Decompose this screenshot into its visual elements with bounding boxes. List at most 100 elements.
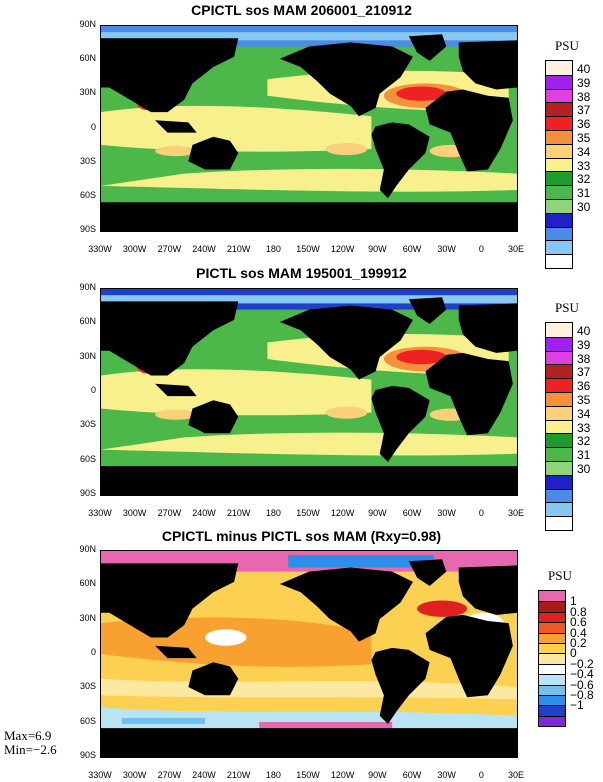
colorbar-swatch <box>546 474 572 489</box>
lon-tick-label: 330W <box>88 770 112 780</box>
colorbar-swatch <box>539 674 565 685</box>
colorbar-label: 32 <box>577 434 591 449</box>
colorbar-label: 33 <box>577 420 591 435</box>
colorbar-label: 37 <box>577 103 591 118</box>
colorbar-swatch <box>539 601 565 612</box>
lat-tick-label: 30S <box>79 419 96 430</box>
lon-tick-label: 150W <box>296 508 320 518</box>
min-value: Min=−2.6 <box>4 742 57 757</box>
lon-tick-label: 240W <box>192 508 216 518</box>
colorbar-swatch <box>539 695 565 706</box>
legend-title: PSU <box>548 568 572 583</box>
colorbar-swatch <box>539 643 565 654</box>
colorbar-swatch <box>539 705 565 716</box>
colorbar-swatch <box>546 254 572 268</box>
lon-tick-label: 300W <box>122 508 147 518</box>
colorbar-label: 0 <box>570 646 577 661</box>
colorbar-swatch <box>546 336 572 351</box>
lon-tick-label: 150W <box>296 770 320 780</box>
colorbar-label: 34 <box>577 406 591 421</box>
lat-tick-label: 0 <box>90 121 96 132</box>
colorbar-label: 31 <box>577 186 591 201</box>
lon-tick-label: 30W <box>437 770 456 780</box>
colorbar-swatch <box>546 157 572 172</box>
colorbar-label: −1 <box>570 698 584 713</box>
colorbar <box>545 60 573 269</box>
lon-tick-label: 90W <box>368 508 387 518</box>
lon-tick-label: 330W <box>88 244 112 254</box>
colorbar-label: −0.6 <box>570 677 594 692</box>
lat-tick-label: 90N <box>79 282 96 292</box>
lon-tick-label: 240W <box>192 770 216 780</box>
lat-tick-label: 60S <box>79 189 96 200</box>
lon-tick-label: 300W <box>122 770 147 780</box>
colorbar-label: 0.8 <box>570 604 587 619</box>
lon-tick-label: 60W <box>402 244 422 254</box>
lon-tick-label: 90W <box>368 244 387 254</box>
colorbar-label: −0.8 <box>570 688 594 702</box>
colorbar-swatch <box>546 226 572 241</box>
max-value: Max=6.9 <box>4 728 52 743</box>
colorbar-swatch <box>546 116 572 130</box>
lat-tick-label: 60N <box>79 316 96 327</box>
colorbar-label: 38 <box>577 89 591 104</box>
colorbar-swatch <box>546 364 572 379</box>
lat-tick-label: 90S <box>79 750 96 760</box>
lat-tick-label: 30S <box>79 681 96 692</box>
colorbar-label: 33 <box>577 158 591 173</box>
colorbar-swatch <box>546 350 572 365</box>
lat-tick-label: 30N <box>79 612 96 623</box>
colorbar-swatch <box>539 684 565 695</box>
colorbar-label: 1 <box>570 594 577 609</box>
salinity-map <box>100 25 518 232</box>
lon-tick-label: 60W <box>402 770 422 780</box>
colorbar-swatch <box>546 61 572 75</box>
colorbar-label: 37 <box>577 365 591 380</box>
salinity-map <box>100 288 518 496</box>
colorbar-swatch <box>539 622 565 633</box>
colorbar-swatch <box>539 715 565 727</box>
lat-tick-label: 90N <box>79 544 96 554</box>
colorbar-swatch <box>539 611 565 623</box>
colorbar-swatch <box>546 447 572 461</box>
lon-tick-label: 210W <box>226 508 251 518</box>
colorbar-label: 40 <box>577 324 591 338</box>
legend-title: PSU <box>555 38 579 53</box>
panel-title: CPICTL minus PICTL sos MAM (Rxy=0.98) <box>161 528 442 544</box>
colorbar-swatch <box>539 591 565 602</box>
colorbar-swatch <box>546 378 572 392</box>
colorbar-label: 31 <box>577 448 591 463</box>
lon-tick-label: 120W <box>330 770 355 780</box>
colorbar-swatch <box>546 488 572 503</box>
lat-tick-label: 30S <box>79 155 96 166</box>
lat-tick-label: 30N <box>79 87 96 98</box>
lon-tick-label: 180 <box>265 770 281 780</box>
colorbar-swatch <box>546 199 572 213</box>
lat-tick-label: 90S <box>79 224 96 234</box>
lon-tick-label: 30W <box>437 244 456 254</box>
colorbar-swatch <box>546 392 572 406</box>
colorbar-swatch <box>546 419 572 434</box>
colorbar-swatch <box>546 130 572 144</box>
colorbar-swatch <box>546 433 572 448</box>
lon-tick-label: 330W <box>88 508 112 518</box>
lon-tick-label: 150W <box>296 244 320 254</box>
lon-tick-label: 270W <box>157 244 182 254</box>
colorbar-swatch <box>546 74 572 89</box>
colorbar-label: 39 <box>577 75 591 90</box>
colorbar-swatch <box>546 185 572 199</box>
colorbar-swatch <box>546 240 572 255</box>
colorbar-label: 0.6 <box>570 615 587 630</box>
lon-tick-label: 30W <box>437 508 456 518</box>
colorbar-label: 30 <box>577 462 591 476</box>
lat-tick-label: 30N <box>79 350 96 361</box>
lat-tick-label: 60S <box>79 453 96 464</box>
colorbar-label: −0.4 <box>570 667 594 682</box>
colorbar-swatch <box>546 516 572 530</box>
colorbar-swatch <box>546 461 572 475</box>
colorbar-swatch <box>539 632 565 643</box>
colorbar-swatch <box>546 143 572 158</box>
lon-tick-label: 90W <box>368 770 387 780</box>
colorbar-label: 0.2 <box>570 636 587 650</box>
colorbar-label: 0.4 <box>570 625 587 640</box>
